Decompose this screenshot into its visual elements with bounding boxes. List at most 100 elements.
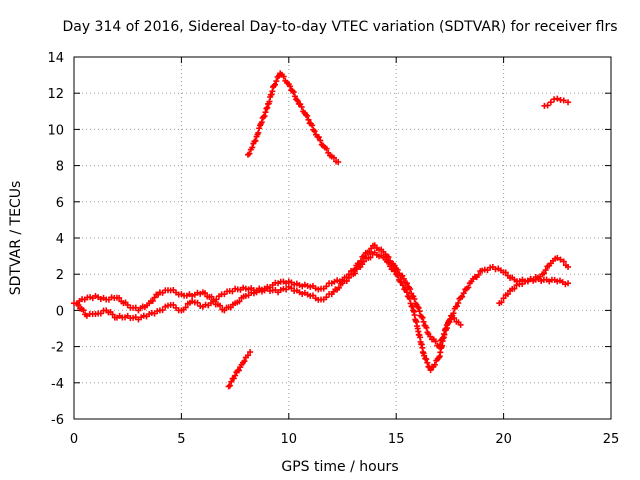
data-point xyxy=(504,291,511,298)
data-point xyxy=(202,290,209,297)
data-point xyxy=(421,352,428,359)
x-tick-label: 25 xyxy=(603,432,620,447)
data-point xyxy=(80,307,87,314)
data-point xyxy=(256,125,263,132)
data-point xyxy=(418,313,425,320)
data-point xyxy=(309,122,316,129)
data-point xyxy=(431,361,438,368)
data-point xyxy=(407,300,414,307)
data-point xyxy=(407,286,414,293)
data-point xyxy=(335,284,342,291)
data-point xyxy=(232,372,239,379)
data-point xyxy=(403,289,410,296)
x-tick-label: 20 xyxy=(495,432,512,447)
data-point xyxy=(560,97,567,104)
data-point xyxy=(109,311,116,318)
data-point xyxy=(280,73,287,80)
data-point xyxy=(116,294,123,301)
data-point xyxy=(424,359,431,366)
data-point xyxy=(149,297,156,304)
data-point xyxy=(182,304,189,311)
data-point xyxy=(544,102,551,109)
chart-title: Day 314 of 2016, Sidereal Day-to-day VTE… xyxy=(62,19,617,35)
data-point xyxy=(416,308,423,315)
y-tick-label: 10 xyxy=(47,123,64,138)
data-point xyxy=(345,274,352,281)
y-tick-label: -4 xyxy=(51,377,64,392)
data-point xyxy=(194,299,201,306)
grid xyxy=(74,57,611,419)
x-axis-label: GPS time / hours xyxy=(281,459,398,475)
data-point xyxy=(454,303,461,310)
data-point xyxy=(447,316,454,323)
data-point xyxy=(75,301,82,308)
data-point xyxy=(262,109,269,116)
data-point xyxy=(442,325,449,332)
data-point xyxy=(565,99,572,106)
data-point xyxy=(323,294,330,301)
data-point xyxy=(330,154,337,161)
data-point xyxy=(304,112,311,119)
data-point xyxy=(502,269,509,276)
data-point xyxy=(459,293,466,300)
data-point xyxy=(236,298,243,305)
data-point xyxy=(317,137,324,144)
data-point xyxy=(263,105,270,112)
data-point xyxy=(465,284,472,291)
data-point xyxy=(210,298,217,305)
data-point xyxy=(287,83,294,90)
data-point xyxy=(554,254,561,261)
data-point xyxy=(423,324,430,331)
data-point xyxy=(565,263,572,270)
data-point xyxy=(475,271,482,278)
data-point xyxy=(560,258,567,265)
y-tick-label: 8 xyxy=(56,160,64,175)
data-point xyxy=(272,81,279,88)
data-point xyxy=(455,299,462,306)
y-tick-label: -2 xyxy=(51,341,64,356)
data-point xyxy=(432,338,439,345)
data-point xyxy=(290,89,297,96)
data-point xyxy=(246,150,253,157)
data-point xyxy=(457,321,464,328)
data-point xyxy=(498,299,505,306)
data-point xyxy=(294,97,301,104)
x-tick-label: 10 xyxy=(281,432,298,447)
data-point xyxy=(427,367,434,374)
data-point xyxy=(159,307,166,314)
data-point xyxy=(399,282,406,289)
y-tick-label: 6 xyxy=(56,196,64,211)
data-point xyxy=(249,144,256,151)
y-tick-label: 0 xyxy=(56,304,64,319)
data-point xyxy=(258,119,265,126)
data-point xyxy=(451,315,458,322)
data-point xyxy=(419,314,426,321)
x-tick-label: 5 xyxy=(177,432,185,447)
data-point xyxy=(385,254,392,261)
data-point xyxy=(247,349,254,356)
data-point xyxy=(305,116,312,123)
x-tick-label: 15 xyxy=(388,432,405,447)
data-point xyxy=(241,358,248,365)
data-point xyxy=(554,95,561,102)
data-point xyxy=(423,356,430,363)
data-point xyxy=(420,318,427,325)
y-tick-label: 12 xyxy=(47,87,64,102)
y-tick-label: 4 xyxy=(56,232,64,247)
data-point xyxy=(557,256,564,263)
data-point xyxy=(255,129,262,136)
data-point xyxy=(513,282,520,289)
data-point xyxy=(235,367,242,374)
data-point xyxy=(540,270,547,277)
data-point xyxy=(415,305,422,312)
y-axis-label: SDTVAR / TECUs xyxy=(8,181,24,296)
data-point xyxy=(409,303,416,310)
data-point xyxy=(391,268,398,275)
data-point xyxy=(352,270,359,277)
data-point xyxy=(385,259,392,266)
data-point xyxy=(460,290,467,297)
data-point xyxy=(398,278,405,285)
data-point xyxy=(261,113,268,120)
